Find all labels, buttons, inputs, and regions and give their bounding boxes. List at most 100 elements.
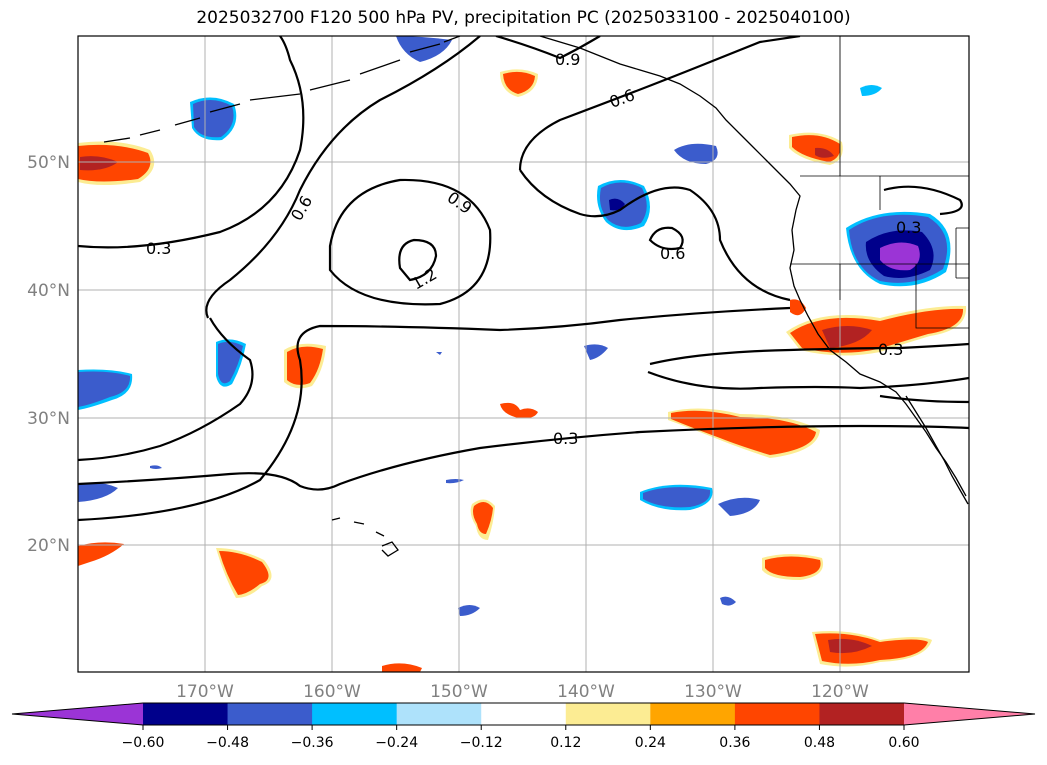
latitude-label: 50°N xyxy=(27,153,70,173)
colorbar-segment xyxy=(227,703,313,725)
longitude-label: 150°W xyxy=(430,682,488,702)
colorbar-tick-label: 0.36 xyxy=(719,735,750,751)
map-frame xyxy=(77,35,970,673)
colorbar-tick-label: 0.12 xyxy=(550,735,581,751)
precip-blob xyxy=(193,99,234,138)
precip-blob xyxy=(458,605,480,616)
contour-label: 0.3 xyxy=(878,340,903,359)
pv-contour-0.3-south xyxy=(78,424,969,491)
hawaii-islands xyxy=(331,517,399,557)
pv-contour-0.3-east xyxy=(649,342,969,366)
positive-anomalies xyxy=(78,69,967,672)
precip-blob xyxy=(718,497,760,516)
latitude-labels: 50°N 40°N 30°N 20°N xyxy=(27,153,70,556)
colorbar-tick-labels: −0.60 −0.48 −0.36 −0.24 −0.12 0.12 0.24 0.36 0.4… xyxy=(122,725,920,751)
negative-anomalies xyxy=(78,36,951,616)
map-title: 2025032700 F120 500 hPa PV, precipitatio… xyxy=(196,8,851,28)
colorbar-segment xyxy=(396,703,482,725)
longitude-label: 160°W xyxy=(303,682,361,702)
precip-blob xyxy=(765,556,821,577)
colorbar-tick-label: −0.48 xyxy=(206,735,249,751)
pv-contours xyxy=(78,36,969,522)
pv-contour-0.9 xyxy=(495,36,601,60)
precip-blob xyxy=(674,143,718,164)
longitude-label: 170°W xyxy=(176,682,234,702)
precip-blob xyxy=(473,501,493,534)
borders xyxy=(790,36,969,329)
colorbar: −0.60 −0.48 −0.36 −0.24 −0.12 0.12 0.24 0.36 0.4… xyxy=(11,702,1036,751)
north-america-coast xyxy=(539,36,967,497)
contour-label: 0.3 xyxy=(146,239,171,258)
longitude-label: 130°W xyxy=(684,682,742,702)
precip-blob xyxy=(609,198,625,211)
coastlines xyxy=(103,36,969,557)
colorbar-tick-label: 0.60 xyxy=(888,735,919,751)
precip-blob xyxy=(436,352,442,355)
precip-blob xyxy=(218,341,243,384)
longitude-labels: 170°W 160°W 150°W 140°W 130°W 120°W xyxy=(176,682,869,702)
state-borders xyxy=(790,36,969,329)
pv-contour-0.6 xyxy=(205,36,481,319)
map-area: 0.9 0.6 0.6 0.9 0.3 1.2 0.6 0.3 0.3 0.3 xyxy=(78,36,969,672)
precip-blob xyxy=(78,482,118,502)
contour-label: 0.3 xyxy=(896,218,921,237)
precip-blob xyxy=(815,147,834,158)
colorbar-segment xyxy=(143,703,229,725)
colorbar-tick-label: −0.24 xyxy=(375,735,418,751)
pv-contour-0.3-ne xyxy=(883,185,963,216)
colorbar-extend-high xyxy=(904,703,1035,725)
colorbar-tick-label: −0.36 xyxy=(291,735,334,751)
precip-blob xyxy=(822,326,872,348)
precip-blob xyxy=(828,638,872,654)
colorbar-segment xyxy=(312,703,398,725)
colorbar-tick-label: −0.12 xyxy=(460,735,503,751)
precip-blob xyxy=(643,487,711,508)
latitude-label: 40°N xyxy=(27,281,70,301)
colorbar-segment xyxy=(734,703,820,725)
colorbar-segment xyxy=(650,703,736,725)
aleutian-islands xyxy=(103,36,461,143)
pv-contour-0.3-south2 xyxy=(78,306,791,522)
longitude-label: 140°W xyxy=(557,682,615,702)
longitude-label: 120°W xyxy=(811,682,869,702)
precip-blob xyxy=(219,551,269,595)
precipitation-field xyxy=(78,36,967,672)
pv-contour-1.2-loop xyxy=(398,238,438,282)
precip-blob xyxy=(78,371,131,407)
contour-label: 0.6 xyxy=(660,244,685,263)
colorbar-tick-label: 0.24 xyxy=(635,735,666,751)
precip-blob xyxy=(860,85,882,96)
colorbar-extend-low xyxy=(12,703,143,725)
pv-contour-0.6-cutoff xyxy=(648,226,684,251)
precip-blob xyxy=(150,465,162,469)
precip-blob xyxy=(500,402,538,419)
colorbar-segment xyxy=(481,703,567,725)
contour-label: 0.3 xyxy=(553,429,578,448)
colorbar-segment xyxy=(565,703,651,725)
precip-blob xyxy=(396,36,452,62)
pv-contour-0.3 xyxy=(78,36,305,249)
precip-blob xyxy=(584,344,608,360)
precip-blob xyxy=(503,71,535,94)
baja-california xyxy=(905,395,969,505)
precip-blob xyxy=(720,596,736,606)
colorbar-tick-label: −0.60 xyxy=(122,735,165,751)
pv-contour-0.3-baja xyxy=(879,394,969,404)
pv-contour-0.9-loop xyxy=(328,178,492,306)
pv-contour-0.6-mid xyxy=(519,169,791,302)
precip-blob xyxy=(78,542,124,566)
colorbar-tick-label: 0.48 xyxy=(804,735,835,751)
colorbar-segments xyxy=(12,703,1035,725)
precip-blob xyxy=(287,346,323,385)
precip-blob xyxy=(671,410,816,455)
pv-contour-0.6-north xyxy=(518,36,801,171)
colorbar-segment xyxy=(819,703,905,725)
latitude-label: 30°N xyxy=(27,409,70,429)
precip-blob xyxy=(382,663,422,672)
pv-contour-0.3-east2 xyxy=(647,370,969,390)
precip-blob xyxy=(80,156,118,171)
pv-contour-0.3-mid xyxy=(78,317,254,462)
precip-blob xyxy=(880,242,920,271)
latitude-label: 20°N xyxy=(27,536,70,556)
